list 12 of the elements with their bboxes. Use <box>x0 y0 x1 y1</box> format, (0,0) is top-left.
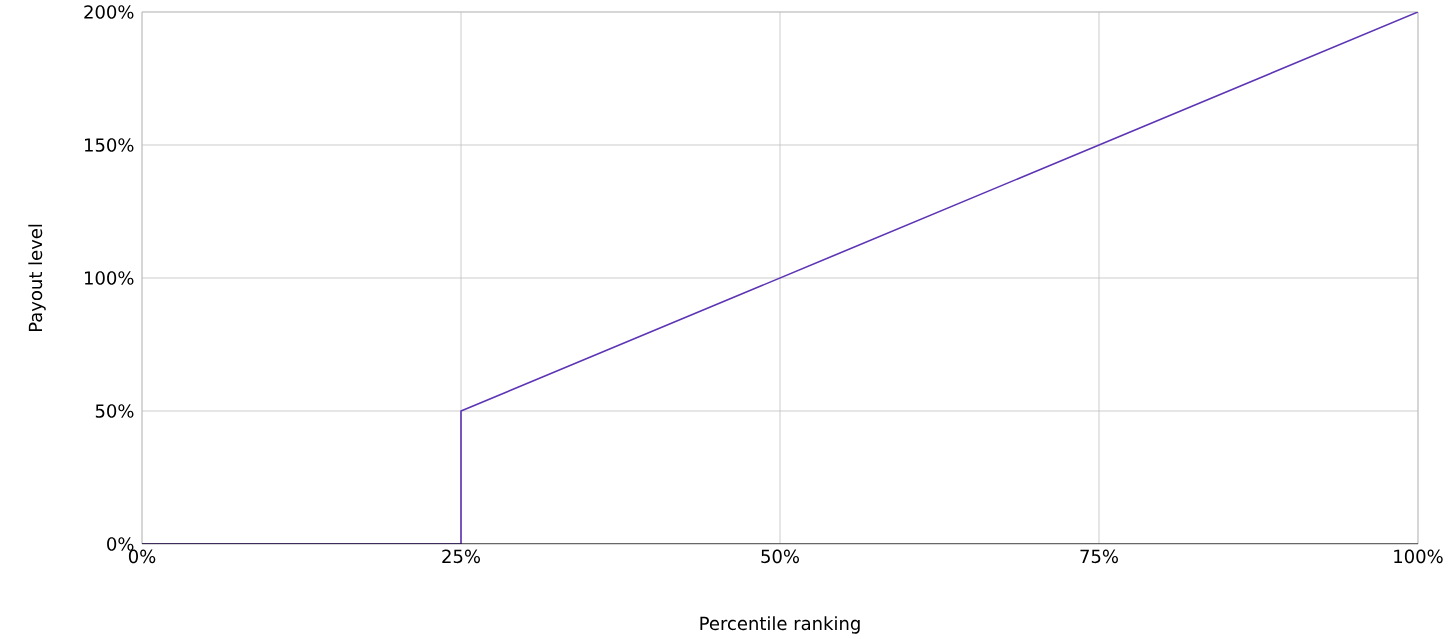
y-tick-label: 150% <box>85 138 134 152</box>
x-tick-label: 50% <box>761 549 799 564</box>
x-axis-title: Percentile ranking <box>700 616 860 634</box>
x-tick-label: 100% <box>1394 549 1443 564</box>
y-tick-label: 100% <box>85 271 134 285</box>
y-axis-title: Payout level <box>28 224 46 332</box>
y-tick-label: 0% <box>107 537 134 551</box>
x-tick-label: 75% <box>1080 549 1118 564</box>
y-tick-label: 200% <box>84 5 134 19</box>
y-tick-label: 50% <box>95 404 134 418</box>
x-tick-label: 0% <box>128 549 156 564</box>
x-tick-label: 25% <box>442 549 480 564</box>
